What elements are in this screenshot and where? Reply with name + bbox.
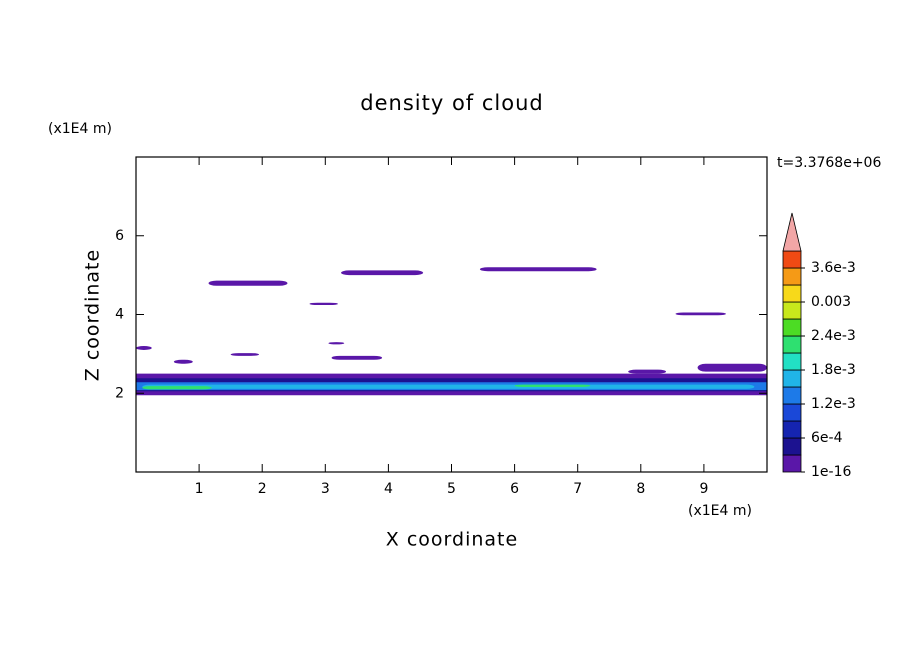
contour-region xyxy=(136,346,152,350)
x-axis-label: X coordinate xyxy=(386,529,518,551)
colorbar-box xyxy=(782,284,802,303)
colorbar-extension xyxy=(782,212,802,252)
colorbar-label: 6e-4 xyxy=(811,430,843,446)
y-tick-label: 2 xyxy=(115,385,124,401)
colorbar-box xyxy=(782,454,802,473)
colorbar-box xyxy=(782,369,802,388)
contour-region xyxy=(230,353,260,356)
contour-region xyxy=(697,363,767,372)
y-unit: (x1E4 m) xyxy=(48,121,112,137)
colorbar-box xyxy=(782,403,802,422)
contour-region xyxy=(142,386,212,390)
x-tick-label: 8 xyxy=(636,481,645,497)
colorbar-label: 3.6e-3 xyxy=(811,260,856,276)
colorbar-label: 1.2e-3 xyxy=(811,396,856,412)
x-tick-label: 1 xyxy=(195,481,204,497)
x-tick-label: 5 xyxy=(447,481,456,497)
contour-region xyxy=(628,369,667,374)
colorbar-label: 2.4e-3 xyxy=(811,328,856,344)
contour-region xyxy=(331,355,383,360)
contour-region xyxy=(675,312,726,316)
contour-region xyxy=(514,384,591,387)
x-unit: (x1E4 m) xyxy=(688,503,752,519)
time-label: t=3.3768e+06 xyxy=(777,155,881,171)
contour-region xyxy=(208,280,288,286)
x-tick-label: 4 xyxy=(384,481,393,497)
colorbar-label: 0.003 xyxy=(811,294,851,310)
colorbar-box xyxy=(782,301,802,320)
contour-region xyxy=(142,384,755,389)
colorbar-box xyxy=(782,267,802,286)
x-tick-label: 3 xyxy=(321,481,330,497)
colorbar-box xyxy=(782,335,802,354)
colorbar-box xyxy=(782,420,802,439)
colorbar-box xyxy=(782,437,802,456)
contour-region xyxy=(173,359,193,364)
colorbar-box xyxy=(782,318,802,337)
y-axis-label: Z coordinate xyxy=(82,249,104,381)
contour-region xyxy=(479,267,597,272)
colorbar-label: 1.8e-3 xyxy=(811,362,856,378)
x-tick-label: 7 xyxy=(573,481,582,497)
colorbar-box xyxy=(782,386,802,405)
colorbar-box xyxy=(782,250,802,269)
y-tick-label: 6 xyxy=(115,228,124,244)
contour-region xyxy=(328,342,345,345)
colorbar-box xyxy=(782,352,802,371)
chart-title: density of cloud xyxy=(360,91,543,115)
x-tick-label: 2 xyxy=(258,481,267,497)
contour-region xyxy=(309,302,338,306)
x-tick-label: 6 xyxy=(510,481,519,497)
y-tick-label: 4 xyxy=(115,307,124,323)
plot-frame xyxy=(135,156,768,473)
colorbar-label: 1e-16 xyxy=(811,464,851,480)
x-tick-label: 9 xyxy=(699,481,708,497)
contour-region xyxy=(341,270,424,276)
